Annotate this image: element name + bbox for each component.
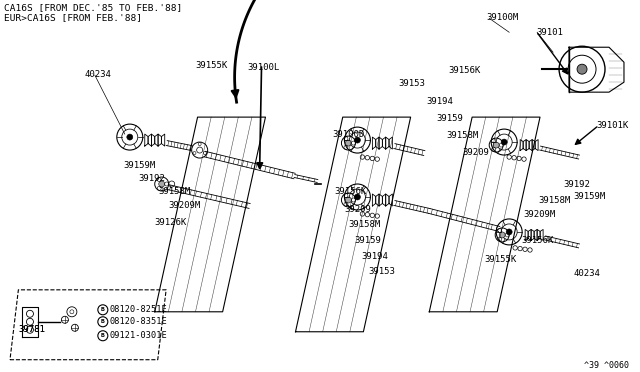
- Circle shape: [493, 142, 499, 148]
- Circle shape: [98, 317, 108, 327]
- Text: 39159: 39159: [355, 237, 381, 246]
- Text: B: B: [101, 307, 105, 312]
- Circle shape: [346, 140, 351, 146]
- Circle shape: [355, 137, 360, 143]
- Circle shape: [506, 229, 512, 235]
- Text: ^39 ^0060: ^39 ^0060: [584, 361, 629, 370]
- Text: 39156K: 39156K: [448, 66, 481, 75]
- Text: 39155K: 39155K: [484, 256, 516, 264]
- Text: 39781: 39781: [18, 325, 45, 334]
- Text: 40234: 40234: [573, 269, 600, 278]
- Text: 39159M: 39159M: [124, 161, 156, 170]
- Text: 39155K: 39155K: [196, 61, 228, 70]
- Text: 39209M: 39209M: [523, 211, 556, 219]
- Text: B: B: [101, 333, 105, 338]
- Text: 40234: 40234: [85, 70, 112, 79]
- Text: 39192: 39192: [139, 173, 166, 183]
- Text: 39156K: 39156K: [335, 187, 367, 196]
- Circle shape: [127, 134, 132, 140]
- Text: B: B: [101, 319, 105, 324]
- Text: 39100L: 39100L: [248, 63, 280, 72]
- Text: 39209: 39209: [462, 148, 489, 157]
- Text: 39100D: 39100D: [332, 129, 365, 139]
- Text: 39158M: 39158M: [159, 187, 191, 196]
- Circle shape: [499, 232, 505, 238]
- Text: 39781: 39781: [18, 325, 45, 334]
- Text: 39192: 39192: [563, 180, 590, 189]
- Circle shape: [98, 331, 108, 341]
- Circle shape: [501, 139, 507, 145]
- Circle shape: [346, 197, 351, 203]
- Text: 39100M: 39100M: [486, 13, 518, 22]
- Text: 39153: 39153: [369, 267, 396, 276]
- Text: 39209: 39209: [344, 205, 371, 215]
- Text: 39159: 39159: [436, 113, 463, 123]
- Text: 08120-8351E: 08120-8351E: [110, 317, 168, 326]
- Text: 39101: 39101: [536, 28, 563, 37]
- Circle shape: [98, 305, 108, 315]
- Text: 39194: 39194: [426, 97, 453, 106]
- Text: 39158M: 39158M: [348, 221, 381, 230]
- Text: EUR>CA16S [FROM FEB.'88]: EUR>CA16S [FROM FEB.'88]: [4, 13, 142, 22]
- Circle shape: [577, 64, 587, 74]
- Text: 39159M: 39159M: [573, 192, 605, 202]
- Text: 39158M: 39158M: [538, 196, 570, 205]
- Text: 39194: 39194: [362, 252, 388, 262]
- Text: 39158M: 39158M: [446, 131, 479, 140]
- Text: 39209M: 39209M: [169, 202, 201, 211]
- Text: 08120-8251E: 08120-8251E: [110, 305, 168, 314]
- Text: 39101K: 39101K: [596, 121, 628, 129]
- Text: 39156K: 39156K: [521, 237, 554, 246]
- Text: CA16S [FROM DEC.'85 TO FEB.'88]: CA16S [FROM DEC.'85 TO FEB.'88]: [4, 3, 182, 12]
- Text: 09121-0301E: 09121-0301E: [110, 331, 168, 340]
- Text: 39153: 39153: [398, 78, 425, 88]
- Text: 39126K: 39126K: [155, 218, 187, 227]
- Circle shape: [159, 181, 164, 187]
- Circle shape: [355, 194, 360, 200]
